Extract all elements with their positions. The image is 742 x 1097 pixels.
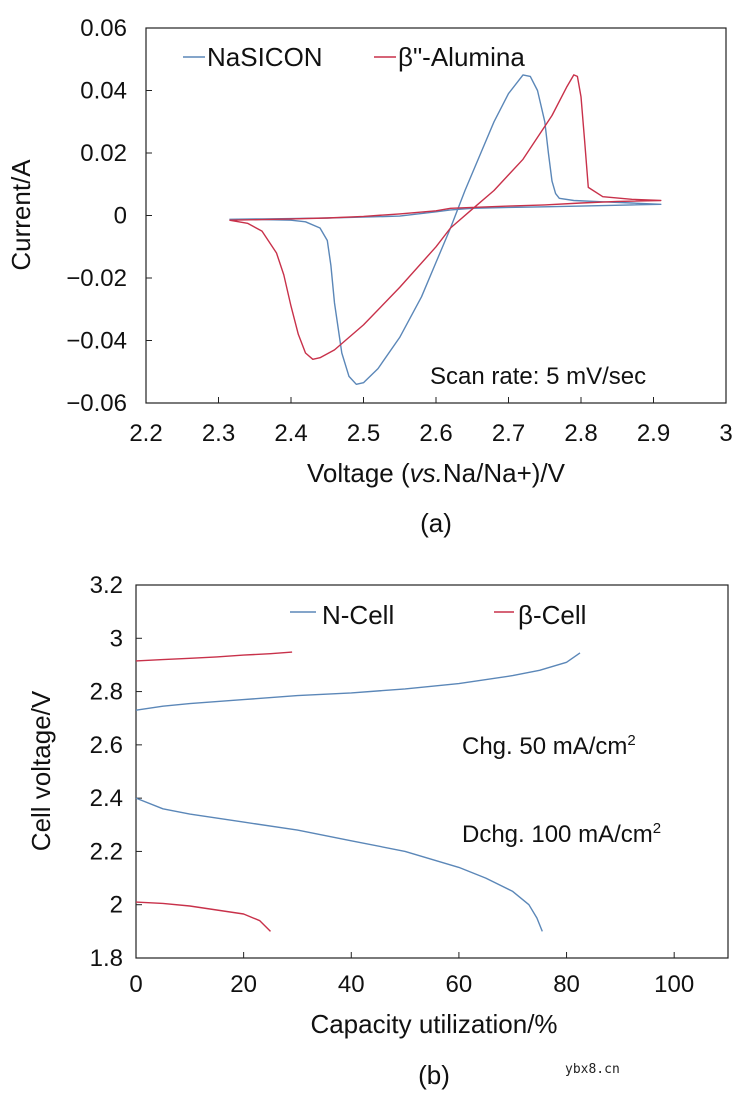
y-tick-label-3-2: 3.2	[90, 572, 123, 599]
panel-a-caption: (a)	[420, 508, 452, 538]
charge-current-annotation: Chg. 50 mA/cm2	[462, 732, 636, 760]
series-line-alumina-cycle	[229, 74, 662, 360]
legend-label-n-cell: N-Cell	[322, 600, 394, 630]
y-tick-label-2-4: 2.4	[90, 785, 123, 812]
x-label-part-2: Na/Na+)/V	[443, 458, 566, 488]
panel-a-legend: NaSICON β"-Alumina	[183, 42, 525, 72]
y-tick-label-0-04: 0.04	[80, 78, 127, 105]
y-tick-label-2: 2	[110, 892, 123, 919]
y-tick-label-0-02: −0.02	[66, 265, 127, 292]
y-tick-label-0-06: 0.06	[80, 15, 127, 42]
panel-b: 0 20 40 60 80 100 3.2 3 2.8 2.6 2.4 2.2 2 1.8 N-Cell…	[26, 572, 729, 1090]
x-tick-label-60: 60	[446, 971, 473, 998]
panel-a-series	[229, 74, 662, 385]
charge-annotation-text: Chg. 50 mA/cm	[462, 733, 627, 760]
series-line-n-cell-charge	[135, 652, 581, 711]
y-tick-label-0: 0	[114, 203, 127, 230]
x-tick-label-0: 0	[129, 971, 142, 998]
panel-a-y-axis-label: Current/A	[6, 159, 36, 271]
y-tick-label-2-6: 2.6	[90, 732, 123, 759]
legend-label-beta-cell: β-Cell	[518, 600, 586, 630]
x-label-part-1: Voltage (	[307, 458, 410, 488]
panel-a-x-axis-label: Voltage (vs.Na/Na+)/V	[307, 458, 566, 488]
series-line-cell-charge	[135, 651, 293, 662]
x-tick-label-2-8: 2.8	[564, 420, 597, 447]
panel-b-legend: N-Cell β-Cell	[290, 600, 586, 630]
x-label-part-vs: vs.	[410, 458, 443, 488]
y-tick-label-0-02: 0.02	[80, 140, 127, 167]
legend-label-beta-alumina: β"-Alumina	[398, 42, 525, 72]
charge-annotation-sup: 2	[627, 732, 635, 749]
panel-b-x-axis-label: Capacity utilization/%	[310, 1009, 557, 1039]
panel-b-y-axis-label: Cell voltage/V	[26, 690, 56, 851]
discharge-current-annotation: Dchg. 100 mA/cm2	[462, 820, 661, 848]
x-tick-label-2-9: 2.9	[637, 420, 670, 447]
x-tick-label-2-6: 2.6	[419, 420, 452, 447]
y-tick-label-0-04: −0.04	[66, 328, 127, 355]
y-tick-label-2-8: 2.8	[90, 679, 123, 706]
panel-a-plot-frame	[145, 27, 727, 404]
y-tick-label-0-06: −0.06	[66, 390, 127, 417]
x-tick-label-100: 100	[654, 971, 694, 998]
x-tick-label-2-5: 2.5	[347, 420, 380, 447]
discharge-annotation-sup: 2	[653, 820, 661, 837]
panel-a-x-ticks: 2.2 2.3 2.4 2.5 2.6 2.7 2.8 2.9 3	[129, 397, 733, 447]
x-tick-label-20: 20	[230, 971, 257, 998]
panel-b-series	[135, 651, 581, 932]
watermark: ybx8.cn	[565, 1062, 620, 1077]
discharge-annotation-text: Dchg. 100 mA/cm	[462, 821, 653, 848]
legend-label-nasicon: NaSICON	[207, 42, 323, 72]
y-tick-label-2-2: 2.2	[90, 838, 123, 865]
series-line-n-cell-discharge	[135, 797, 543, 932]
panel-b-y-ticks: 3.2 3 2.8 2.6 2.4 2.2 2 1.8	[90, 572, 142, 972]
panel-b-plot-frame	[135, 584, 729, 959]
series-line-cell-discharge	[135, 901, 271, 932]
x-tick-label-40: 40	[338, 971, 365, 998]
y-tick-label-3: 3	[110, 625, 123, 652]
panel-a-y-ticks: 0.06 0.04 0.02 0 −0.02 −0.04 −0.06	[66, 15, 152, 417]
x-tick-label-2-2: 2.2	[129, 420, 162, 447]
panel-b-caption: (b)	[418, 1060, 450, 1090]
x-tick-label-2-3: 2.3	[202, 420, 235, 447]
scan-rate-annotation: Scan rate: 5 mV/sec	[430, 363, 646, 390]
x-tick-label-2-4: 2.4	[274, 420, 307, 447]
panel-a: 2.2 2.3 2.4 2.5 2.6 2.7 2.8 2.9 3 0.06 0.04 0.02 0 −…	[6, 15, 733, 538]
y-tick-label-1-8: 1.8	[90, 945, 123, 972]
panel-b-x-ticks: 0 20 40 60 80 100	[129, 952, 694, 998]
x-tick-label-3: 3	[719, 420, 732, 447]
x-tick-label-80: 80	[553, 971, 580, 998]
series-line-nasicon-cycle	[229, 74, 662, 385]
x-tick-label-2-7: 2.7	[492, 420, 525, 447]
